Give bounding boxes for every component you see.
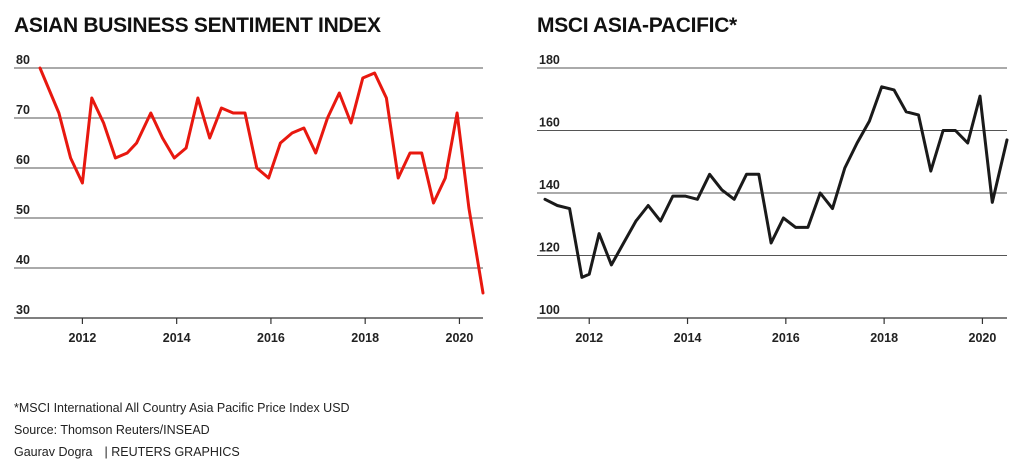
sentiment-ytick-70: 70 xyxy=(16,103,30,117)
msci-ytick-120: 120 xyxy=(539,241,560,255)
footnote-msci-definition: *MSCI International All Country Asia Pac… xyxy=(14,401,350,415)
sentiment-xtick-2012: 2012 xyxy=(69,331,97,345)
msci-xtick-2020: 2020 xyxy=(969,331,997,345)
footnote-source: Source: Thomson Reuters/INSEAD xyxy=(14,423,210,437)
msci-xtick-2016: 2016 xyxy=(772,331,800,345)
sentiment-xtick-2014: 2014 xyxy=(163,331,191,345)
chart-title-msci: MSCI ASIA-PACIFIC* xyxy=(537,14,737,37)
chart-title-sentiment: ASIAN BUSINESS SENTIMENT INDEX xyxy=(14,14,381,37)
sentiment-ytick-40: 40 xyxy=(16,253,30,267)
sentiment-ytick-30: 30 xyxy=(16,303,30,317)
sentiment-xtick-2020: 2020 xyxy=(446,331,474,345)
sentiment-xtick-2018: 2018 xyxy=(351,331,379,345)
msci-ytick-180: 180 xyxy=(539,53,560,67)
author-name: Gaurav Dogra xyxy=(14,445,93,459)
msci-ytick-100: 100 xyxy=(539,303,560,317)
msci-ytick-160: 160 xyxy=(539,116,560,130)
sentiment-xtick-2016: 2016 xyxy=(257,331,285,345)
msci-xtick-2012: 2012 xyxy=(575,331,603,345)
footnote-credit: Gaurav Dogra | REUTERS GRAPHICS xyxy=(14,445,240,459)
msci-ytick-140: 140 xyxy=(539,178,560,192)
msci-xtick-2014: 2014 xyxy=(674,331,702,345)
sentiment-ytick-60: 60 xyxy=(16,153,30,167)
sentiment-ytick-50: 50 xyxy=(16,203,30,217)
sentiment-ytick-80: 80 xyxy=(16,53,30,67)
msci-xtick-2018: 2018 xyxy=(870,331,898,345)
reuters-graphics-credit: | REUTERS GRAPHICS xyxy=(104,445,240,459)
